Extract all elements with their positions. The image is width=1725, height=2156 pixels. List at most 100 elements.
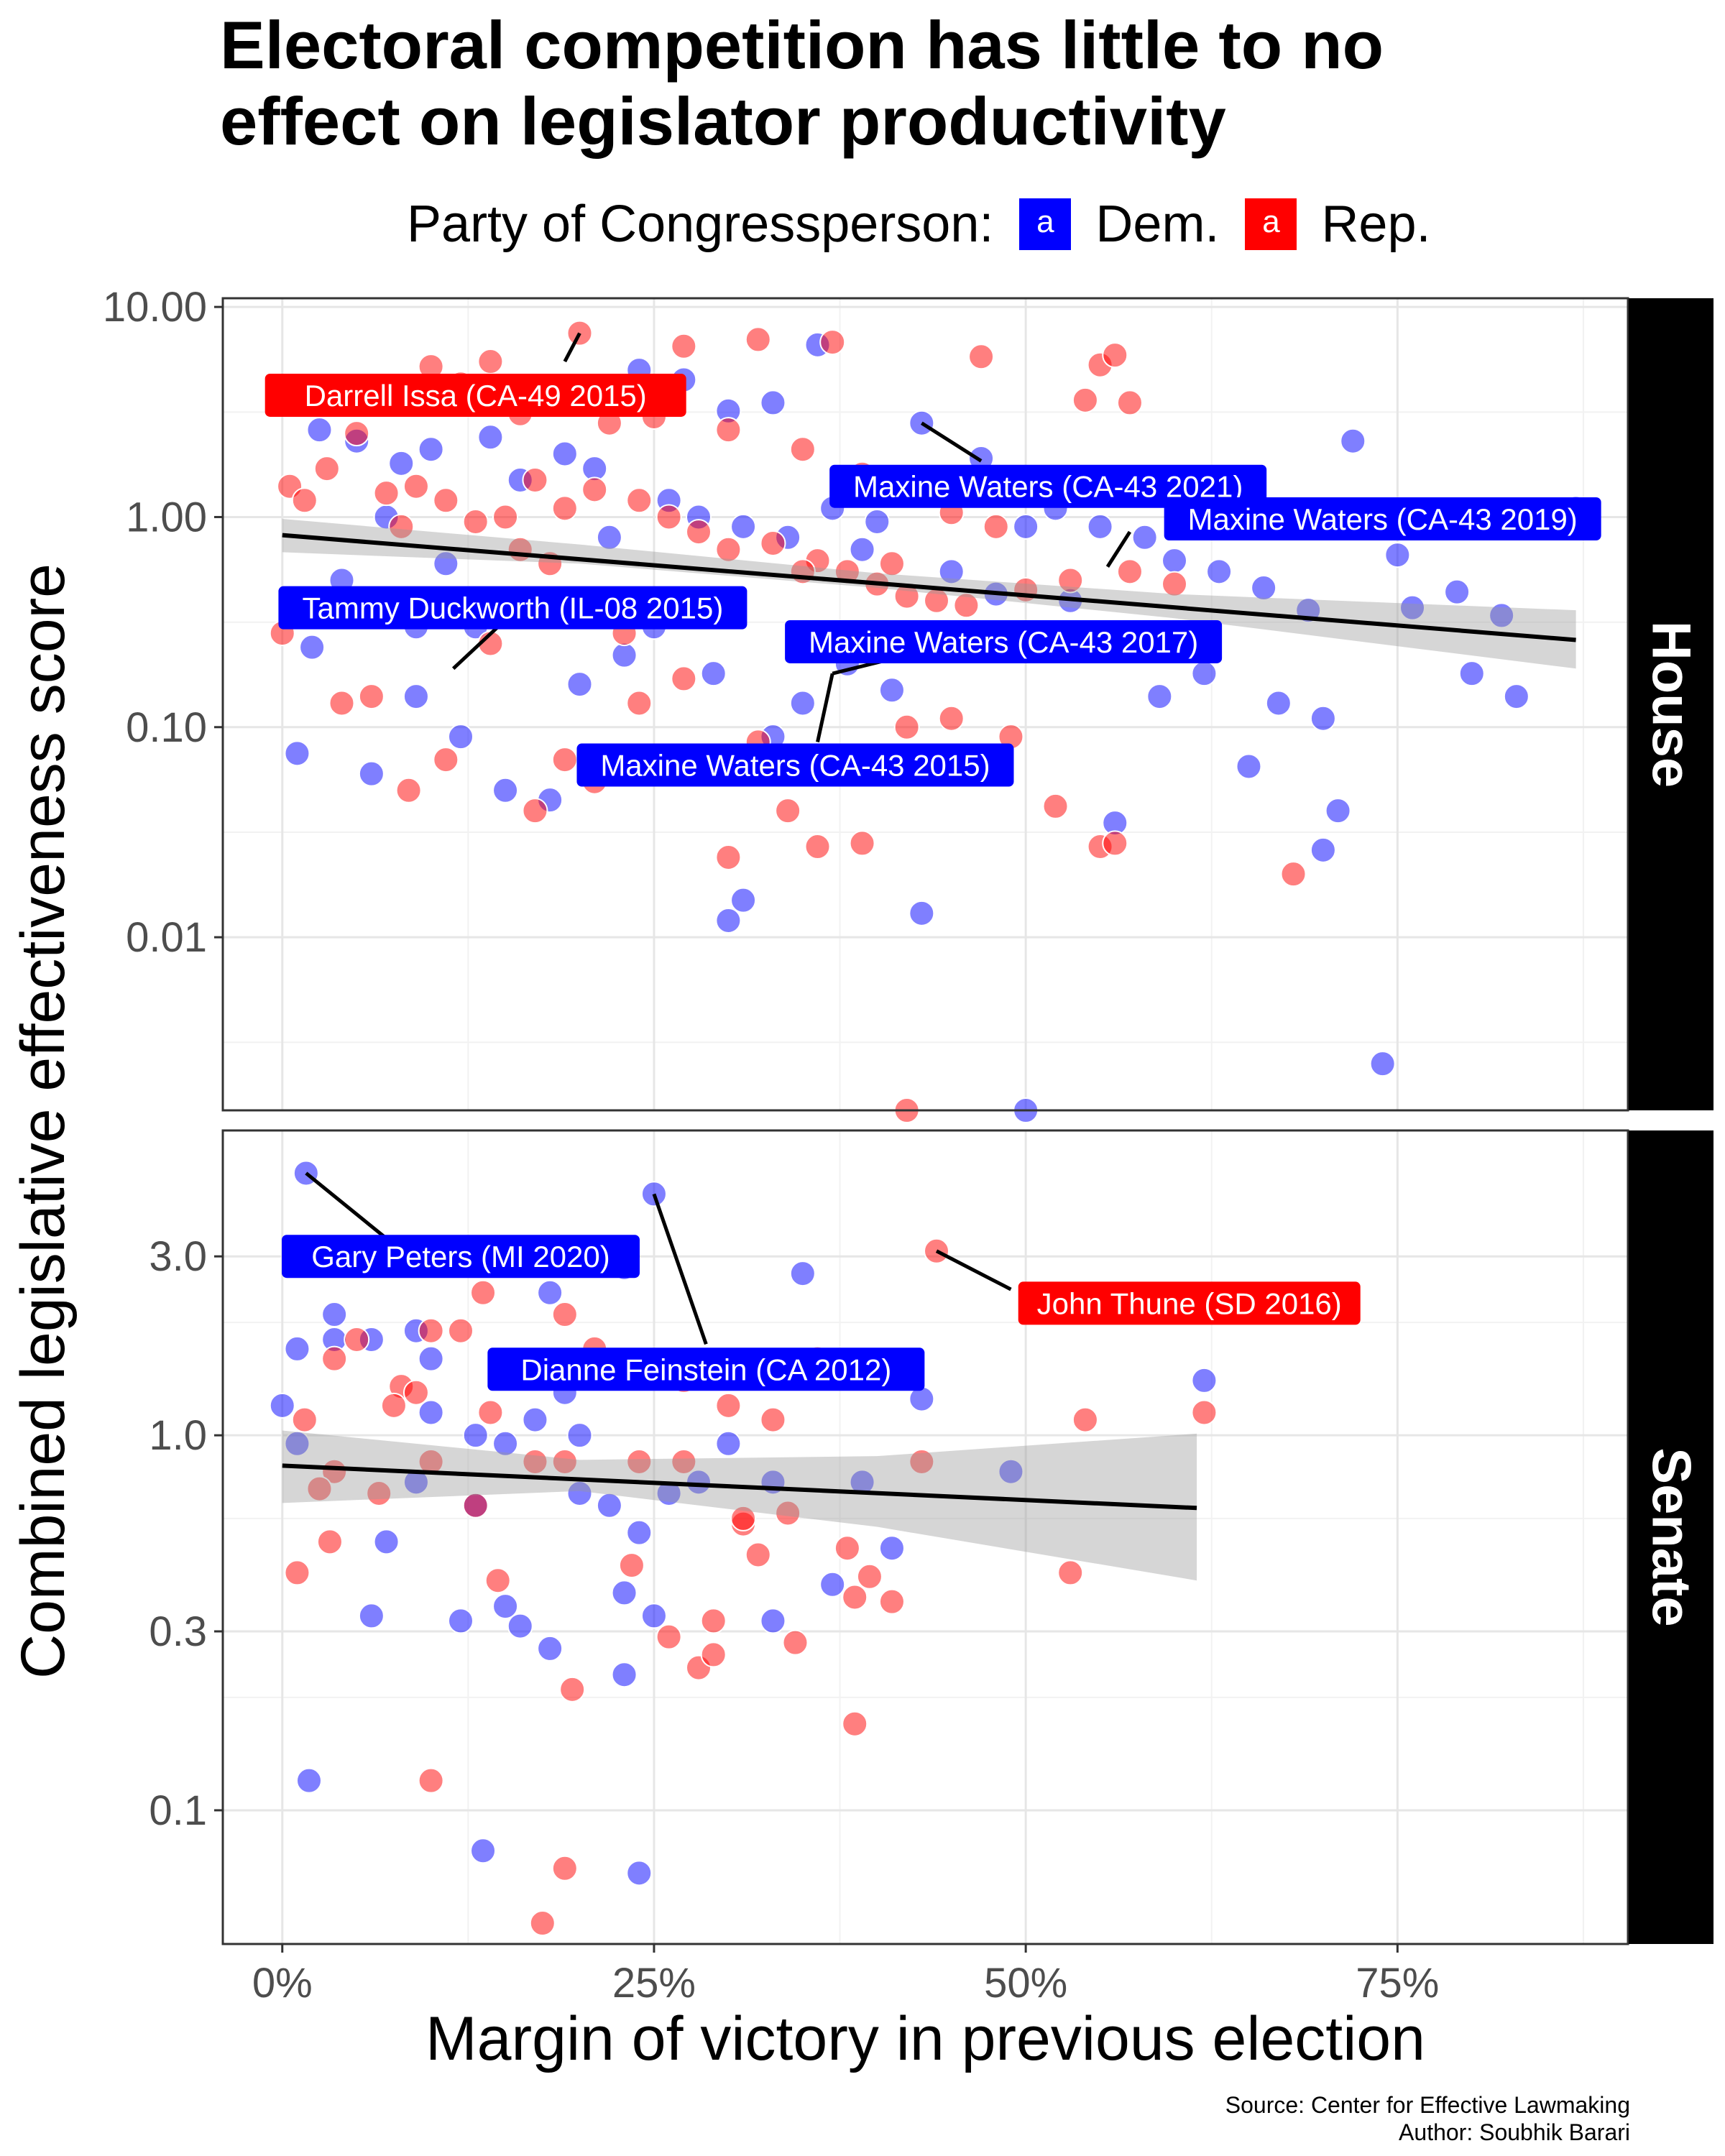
- panel-border: [221, 1129, 1629, 1945]
- point-label: Maxine Waters (CA-43 2019): [1187, 502, 1577, 536]
- data-point-rep: [656, 1623, 682, 1650]
- data-point-rep: [462, 1492, 489, 1519]
- label-box: [576, 743, 1014, 787]
- data-point-rep: [388, 513, 415, 540]
- data-point-dem: [299, 634, 326, 660]
- data-point-dem: [418, 1345, 444, 1372]
- data-point-dem: [640, 1603, 667, 1629]
- data-point-rep: [983, 513, 1009, 540]
- y-tick-label: 0.1: [149, 1787, 207, 1834]
- data-point-rep: [551, 1302, 578, 1328]
- data-point-rep: [760, 530, 786, 556]
- data-point-dem: [938, 558, 965, 585]
- data-point-dem: [492, 1593, 519, 1620]
- legend-key-dem: a: [1019, 198, 1072, 250]
- data-point-rep: [745, 326, 771, 353]
- panel-house: Darrell Issa (CA-49 2015) Maxine Waters (…: [103, 284, 1714, 1123]
- data-point-dem: [284, 740, 310, 767]
- data-point-rep: [402, 473, 429, 499]
- data-point-rep: [878, 550, 905, 577]
- data-point-dem: [789, 690, 816, 717]
- data-point-dem: [566, 671, 593, 698]
- data-point-dem: [878, 1535, 905, 1562]
- data-point-dem: [596, 1492, 622, 1519]
- point-label: Tammy Duckworth (IL-08 2015): [302, 591, 723, 625]
- point-label: Gary Peters (MI 2020): [311, 1240, 610, 1273]
- data-point-dem: [1458, 660, 1485, 687]
- label-leader: [1105, 530, 1132, 568]
- data-point-dem: [418, 436, 444, 463]
- legend-title: Party of Congressperson:: [407, 195, 994, 253]
- data-point-rep: [730, 1505, 757, 1531]
- label-box: [1164, 497, 1601, 541]
- point-label: Darrell Issa (CA-49 2015): [305, 379, 647, 413]
- data-point-rep: [849, 830, 875, 857]
- data-point-rep: [715, 1392, 742, 1419]
- data-point-dem: [730, 887, 757, 913]
- data-point-dem: [492, 777, 519, 803]
- y-tick-label: 0.10: [126, 704, 207, 751]
- data-point-rep: [1280, 861, 1307, 888]
- point-label: Maxine Waters (CA-43 2017): [809, 625, 1198, 659]
- data-point-dem: [448, 1608, 474, 1634]
- data-point-dem: [1162, 548, 1188, 574]
- scatter-chart: Darrell Issa (CA-49 2015) Maxine Waters (…: [9, 284, 1714, 2073]
- data-point-dem: [269, 1392, 295, 1419]
- chart-title: Electoral competition has little to no e…: [220, 7, 1384, 160]
- label-box: [264, 373, 686, 417]
- data-point-rep: [834, 1535, 860, 1562]
- data-point-rep: [893, 714, 920, 740]
- data-point-dem: [789, 1261, 816, 1287]
- data-point-dem: [470, 1838, 497, 1864]
- x-tick-label: 25%: [612, 1960, 696, 2007]
- data-point-dem: [1325, 798, 1351, 824]
- y-axis-title: Combined legislative effectiveness score: [9, 563, 78, 1679]
- trend-line: [282, 533, 1576, 642]
- label-leader: [451, 625, 500, 671]
- data-point-dem: [1236, 753, 1262, 780]
- data-point-dem: [760, 390, 786, 416]
- data-point-dem: [1489, 602, 1515, 629]
- data-point-rep: [618, 1552, 645, 1579]
- data-point-rep: [448, 1317, 474, 1344]
- data-point-dem: [295, 1767, 322, 1794]
- label-leader: [305, 1171, 391, 1243]
- data-point-rep: [522, 1448, 548, 1475]
- x-tick-label: 75%: [1356, 1960, 1439, 2007]
- label-box: [829, 464, 1267, 508]
- y-tick-label: 3.0: [149, 1233, 207, 1280]
- data-point-dem: [686, 1469, 712, 1496]
- data-point-dem: [284, 1335, 310, 1362]
- data-point-rep: [402, 1379, 429, 1406]
- data-point-dem: [522, 1406, 548, 1433]
- legend-key-rep: a: [1245, 198, 1297, 250]
- data-point-rep: [284, 1560, 310, 1586]
- data-point-rep: [842, 1710, 868, 1737]
- data-point-dem: [284, 1430, 310, 1457]
- data-point-dem: [388, 450, 415, 476]
- data-point-rep: [418, 1317, 444, 1344]
- data-point-rep: [477, 1399, 504, 1426]
- data-point-dem: [1310, 837, 1336, 863]
- data-point-rep: [484, 1567, 511, 1594]
- data-point-rep: [358, 683, 385, 710]
- data-point-dem: [611, 642, 638, 668]
- data-point-dem: [321, 1302, 348, 1328]
- data-point-rep: [529, 1910, 556, 1937]
- data-point-dem: [819, 1571, 846, 1598]
- data-point-rep: [1072, 1406, 1098, 1433]
- data-point-rep: [671, 333, 697, 359]
- x-axis-title: Margin of victory in previous election: [426, 2004, 1425, 2073]
- chart-title-line-2: effect on legislator productivity: [220, 83, 1226, 159]
- data-point-dem: [306, 417, 333, 443]
- data-point-rep: [760, 1406, 786, 1433]
- data-point-rep: [551, 495, 578, 522]
- data-point-rep: [373, 480, 400, 507]
- data-point-rep: [715, 536, 742, 563]
- data-point-rep: [1042, 793, 1069, 819]
- data-point-dem: [715, 907, 742, 934]
- point-label: John Thune (SD 2016): [1037, 1286, 1342, 1320]
- facet-strip-label: Senate: [1641, 1447, 1702, 1626]
- data-point-rep: [1057, 567, 1084, 594]
- data-point-rep: [775, 1500, 801, 1526]
